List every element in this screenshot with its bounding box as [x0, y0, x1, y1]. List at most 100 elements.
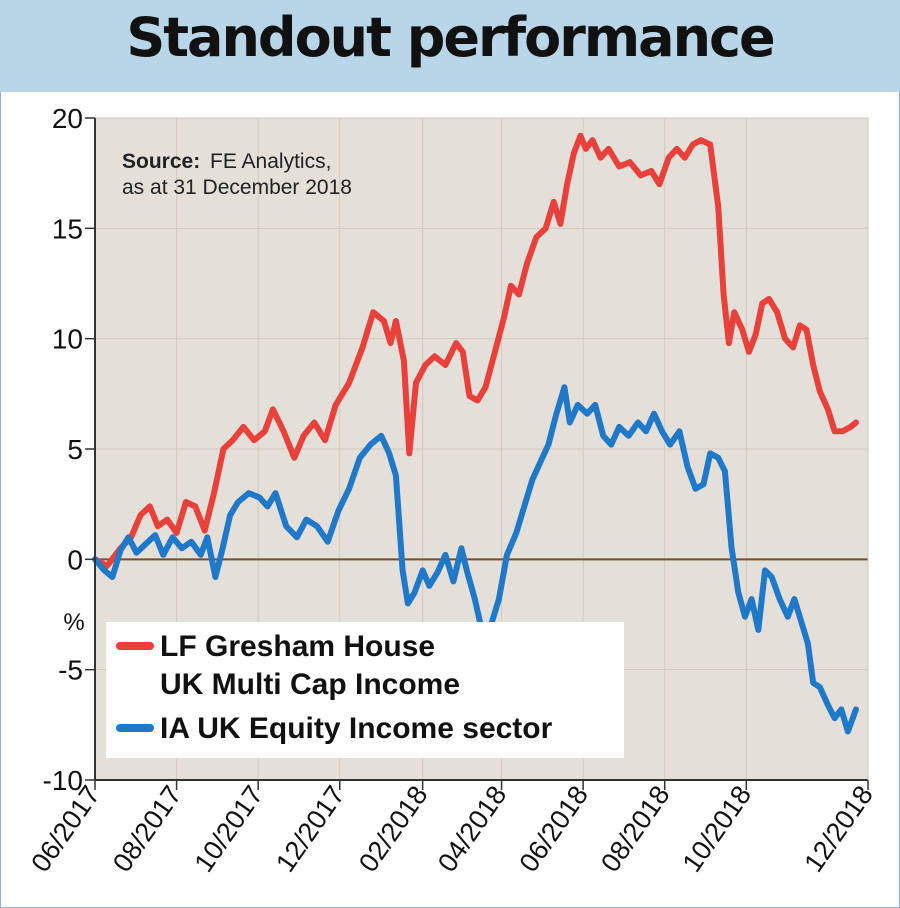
- data-point: [380, 435, 382, 437]
- data-point: [555, 413, 557, 415]
- data-point: [388, 452, 390, 454]
- data-point: [709, 144, 711, 145]
- data-point: [515, 532, 517, 534]
- data-point: [348, 382, 350, 384]
- data-point: [539, 461, 541, 463]
- data-point: [206, 536, 208, 538]
- title-band: [0, 0, 900, 92]
- data-point: [434, 355, 436, 357]
- data-point: [577, 404, 579, 406]
- data-point: [444, 364, 446, 366]
- data-point: [580, 135, 581, 137]
- data-point: [213, 492, 215, 494]
- data-point: [313, 422, 315, 423]
- data-point: [764, 569, 766, 571]
- data-point: [415, 382, 417, 384]
- data-point: [819, 391, 821, 393]
- data-point: [784, 338, 786, 340]
- data-point: [709, 452, 711, 454]
- data-point: [172, 536, 174, 538]
- data-point: [755, 333, 757, 335]
- data-point: [723, 294, 725, 295]
- legend-label: UK Multi Cap Income: [160, 668, 460, 701]
- source-label: Source:: [122, 150, 200, 173]
- data-point: [827, 408, 829, 410]
- data-point: [248, 492, 250, 494]
- data-point: [526, 263, 528, 265]
- data-point: [628, 435, 630, 437]
- data-point: [761, 302, 763, 304]
- data-point: [452, 580, 454, 582]
- data-point: [229, 514, 231, 516]
- data-point: [687, 466, 688, 468]
- data-point: [573, 152, 575, 154]
- data-point: [327, 541, 329, 543]
- data-point: [200, 554, 202, 556]
- data-point: [414, 591, 416, 593]
- legend: LF Gresham House UK Multi Cap Income IA UK…: [106, 622, 624, 758]
- data-point: [222, 448, 224, 450]
- y-tick-label: -10: [43, 765, 83, 796]
- data-point: [335, 404, 337, 406]
- data-point: [462, 351, 464, 353]
- legend-box: [106, 622, 624, 758]
- data-point: [793, 598, 795, 600]
- data-point: [834, 430, 836, 432]
- data-point: [106, 565, 108, 567]
- data-point: [812, 364, 814, 366]
- data-point: [695, 488, 696, 490]
- series-line-gresham: [92, 132, 859, 569]
- data-point: [444, 554, 446, 556]
- data-point: [466, 569, 468, 571]
- data-point: [703, 483, 704, 485]
- data-point: [653, 413, 655, 415]
- data-point: [370, 444, 371, 446]
- data-point: [669, 444, 671, 446]
- data-point: [494, 351, 496, 353]
- data-point: [553, 201, 555, 203]
- data-point: [140, 514, 141, 516]
- data-point: [618, 426, 620, 428]
- data-point: [194, 505, 196, 507]
- data-point: [757, 629, 759, 631]
- y-tick-label: 10: [52, 324, 83, 355]
- data-point: [498, 598, 500, 600]
- data-point: [658, 183, 660, 185]
- data-point: [834, 717, 836, 719]
- y-axis-label: %: [63, 609, 84, 636]
- data-point: [422, 569, 424, 571]
- data-point: [661, 430, 663, 432]
- data-point: [751, 598, 753, 600]
- data-point: [424, 364, 426, 366]
- data-point: [154, 534, 156, 536]
- data-point: [737, 591, 739, 593]
- y-tick-label: 20: [52, 103, 83, 134]
- data-point: [303, 435, 305, 437]
- data-point: [618, 166, 620, 167]
- data-point: [559, 223, 561, 225]
- source-text: FE Analytics,: [210, 150, 331, 173]
- data-point: [592, 139, 593, 141]
- data-point: [185, 501, 187, 503]
- legend-label: IA UK Equity Income sector: [160, 712, 553, 745]
- x-tick-label: 10/2018: [677, 780, 758, 877]
- x-tick-label: 08/2018: [595, 780, 676, 877]
- data-point: [293, 457, 295, 459]
- data-point: [436, 572, 438, 574]
- data-point: [474, 598, 476, 600]
- x-tick-label: 10/2017: [189, 780, 270, 877]
- x-tick-label: 12/2017: [270, 780, 351, 877]
- data-point: [847, 731, 849, 732]
- chart-title: Standout performance: [126, 6, 775, 69]
- data-point: [485, 386, 486, 388]
- data-point: [469, 395, 470, 397]
- data-point: [585, 148, 587, 150]
- y-tick-label: -5: [58, 655, 83, 686]
- data-point: [724, 470, 726, 472]
- data-point: [819, 686, 821, 688]
- data-point: [283, 430, 285, 432]
- data-point: [253, 439, 255, 441]
- data-point: [272, 408, 274, 410]
- data-point: [812, 682, 814, 684]
